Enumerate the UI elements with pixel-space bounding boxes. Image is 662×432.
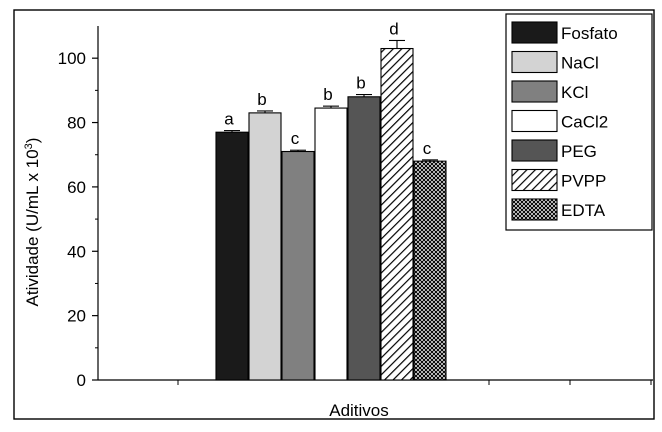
significance-label: b <box>323 85 332 104</box>
legend-label: KCl <box>561 83 588 102</box>
bar-fosfato <box>215 131 249 381</box>
y-tick-label: 60 <box>67 178 86 197</box>
y-tick-label: 20 <box>67 307 86 326</box>
significance-label: a <box>224 110 234 129</box>
bar-edta <box>413 160 447 381</box>
plot-frame <box>13 9 655 420</box>
y-tick-label: 100 <box>58 49 86 68</box>
legend-label: PVPP <box>561 172 606 191</box>
significance-label: b <box>257 90 266 109</box>
bar-peg <box>347 96 381 381</box>
y-axis-ticks: 0 20 40 60 80 100 <box>58 49 98 390</box>
legend-label: NaCl <box>561 54 599 73</box>
legend-swatch-pvpp <box>511 168 558 192</box>
bar-nacl <box>248 112 282 381</box>
y-axis-label-close: ) <box>23 138 42 144</box>
significance-label: d <box>389 19 398 38</box>
legend: Fosfato NaCl KCl CaCl2 PEG PVPP EDTA <box>505 13 653 231</box>
x-axis-label: Aditivos <box>329 401 389 420</box>
y-tick-label: 80 <box>67 114 86 133</box>
legend-label: CaCl2 <box>561 113 608 132</box>
legend-label: PEG <box>561 142 597 161</box>
bars: a b c b b d c <box>215 19 447 381</box>
y-axis-label: Atividade (U/mL x 103) <box>23 138 42 307</box>
y-tick-label: 0 <box>77 371 86 390</box>
legend-swatch-kcl <box>511 80 558 103</box>
bar-cacl2 <box>314 107 348 381</box>
legend-swatch-edta <box>511 198 558 221</box>
legend-label: Fosfato <box>561 24 618 43</box>
legend-swatch-peg <box>511 139 558 162</box>
bar-kcl <box>281 150 315 381</box>
significance-label: c <box>423 139 432 158</box>
significance-label: c <box>291 129 300 148</box>
y-axis-label-main: Atividade (U/mL x 10 <box>23 149 42 306</box>
legend-swatch-fosfato <box>511 21 558 44</box>
y-tick-label: 40 <box>67 242 86 261</box>
y-axis-label-sup: 3 <box>23 143 35 149</box>
significance-label: b <box>356 74 365 93</box>
legend-label: EDTA <box>561 201 606 220</box>
bar-pvpp <box>380 47 414 381</box>
legend-swatch-nacl <box>511 50 558 74</box>
legend-swatch-cacl2 <box>511 109 558 133</box>
